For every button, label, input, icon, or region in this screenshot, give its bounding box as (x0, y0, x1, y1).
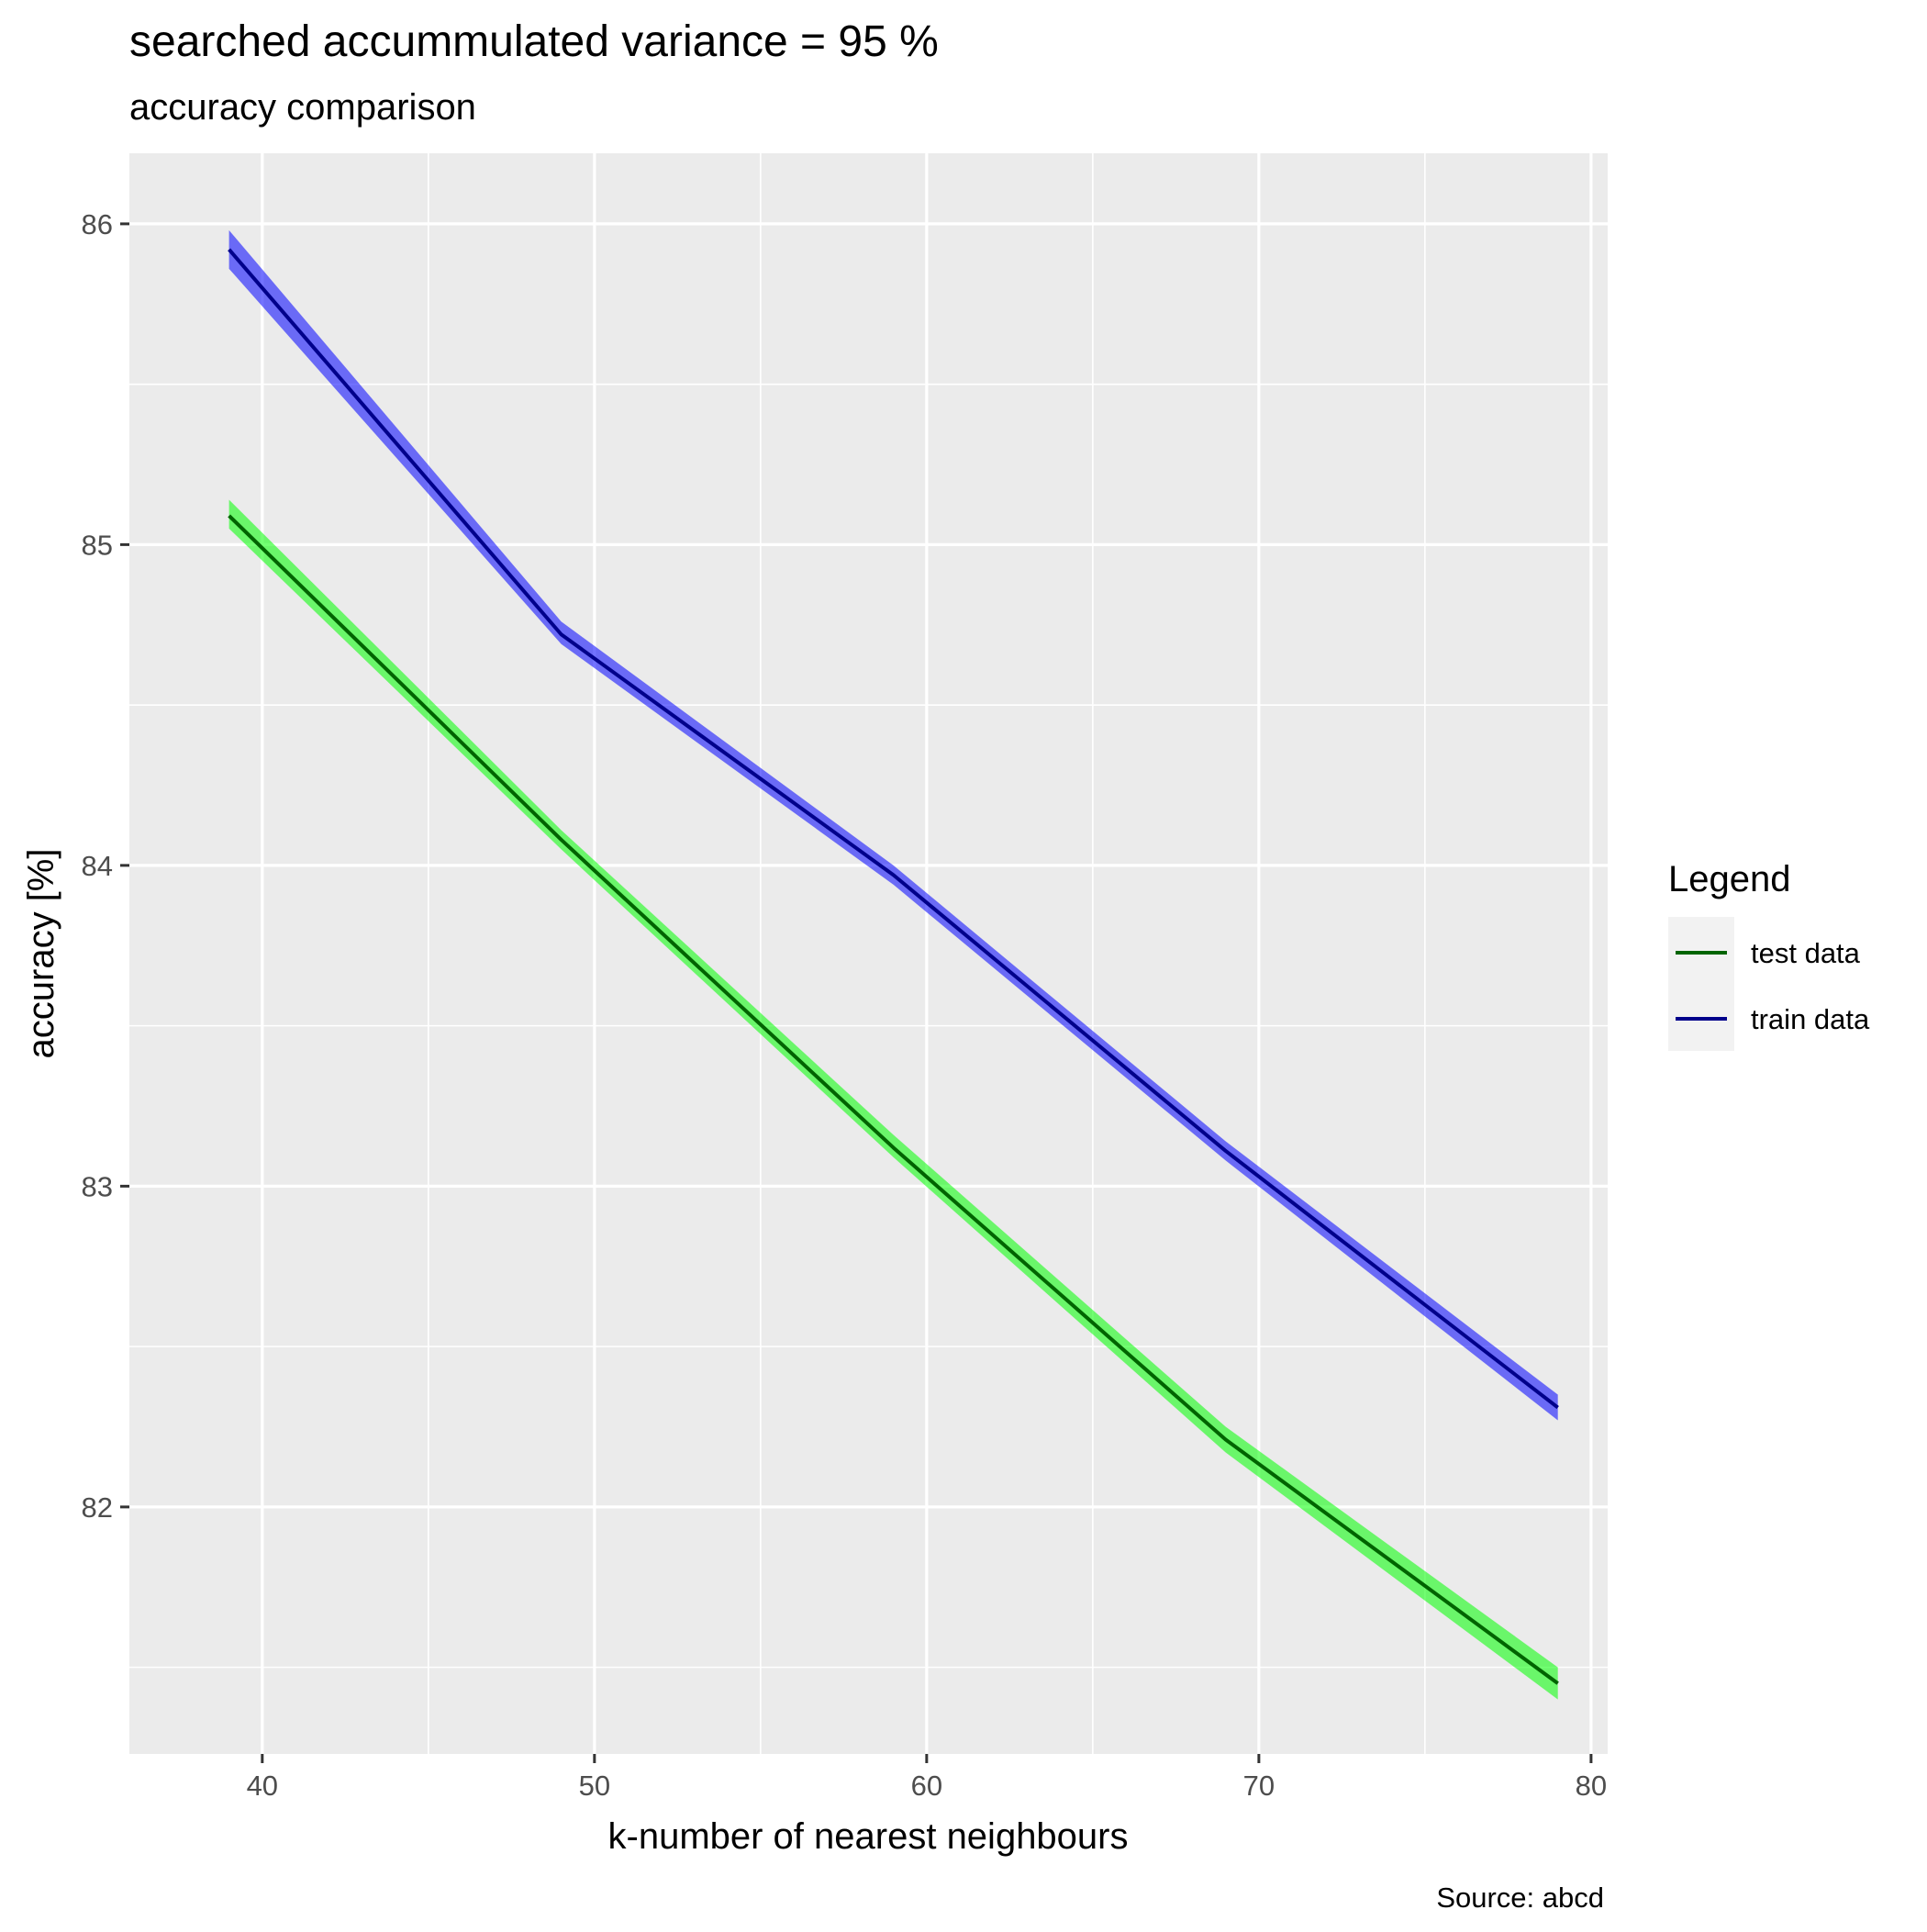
y-tick-label: 86 (82, 208, 113, 240)
legend-title: Legend (1668, 859, 1790, 899)
x-axis-title: k-number of nearest neighbours (608, 1816, 1129, 1857)
x-tick-label: 40 (247, 1770, 278, 1802)
y-axis-title: accuracy [%] (21, 849, 61, 1059)
legend-label: train data (1751, 1003, 1870, 1035)
legend-label: test data (1751, 937, 1861, 969)
y-tick-label: 82 (82, 1491, 113, 1524)
y-tick-label: 84 (82, 850, 113, 882)
chart-title: searched accummulated variance = 95 % (129, 17, 939, 66)
x-tick-label: 70 (1243, 1770, 1275, 1802)
x-tick-label: 60 (911, 1770, 942, 1802)
y-tick-label: 85 (82, 529, 113, 561)
legend: Legend test data train data (1668, 859, 1870, 1051)
y-tick-label: 83 (82, 1170, 113, 1202)
legend-key-background (1668, 917, 1734, 1051)
chart-caption: Source: abcd (1436, 1882, 1604, 1914)
chart-subtitle: accuracy comparison (129, 87, 476, 128)
x-tick-label: 50 (579, 1770, 610, 1802)
x-tick-label: 80 (1576, 1770, 1607, 1802)
